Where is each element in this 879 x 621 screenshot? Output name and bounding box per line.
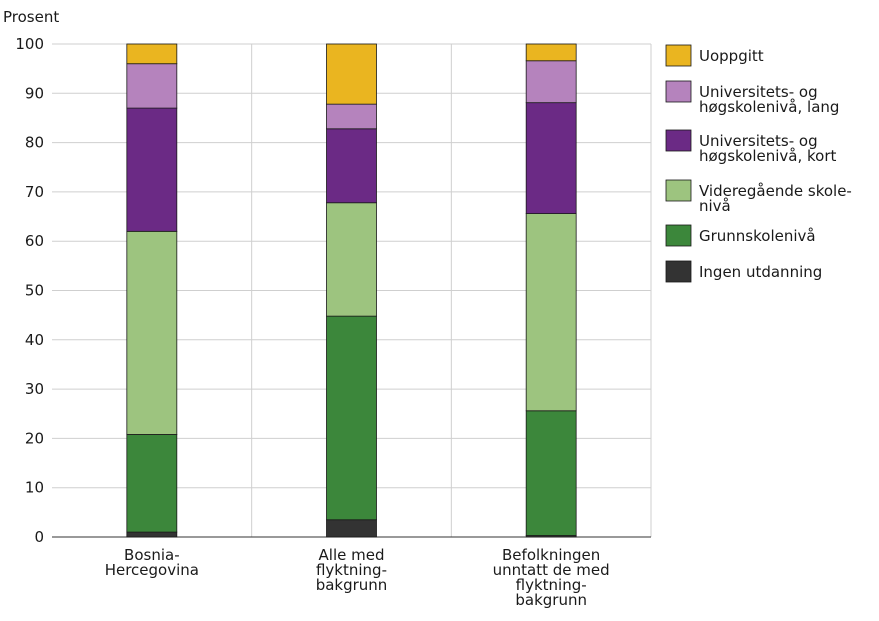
legend-label: Uoppgitt <box>699 47 764 65</box>
bar-segment <box>525 213 577 412</box>
legend-label: Videregående skole-nivå <box>699 182 852 215</box>
legend-label: Universitets- og høgskolenivå, kort <box>699 132 837 165</box>
bar-segment <box>126 230 178 435</box>
bar-segment <box>326 202 377 317</box>
x-category-label: Befolkningen unntatt de med flyktning-bakg… <box>493 546 610 609</box>
x-category-label: Alle med flyktning-bakgrunn <box>316 546 388 594</box>
bar-segment <box>326 315 377 521</box>
legend-label: Universitets- og høgskolenivå, lang <box>699 83 839 116</box>
y-tick-label: 20 <box>25 429 44 447</box>
bar-segment <box>126 531 178 538</box>
bars <box>126 43 577 538</box>
x-tick-labels: Bosnia-Hercegovina Alle med flyktning-bakg… <box>105 546 610 609</box>
legend-label: Grunnskolenivå <box>699 227 816 245</box>
y-tick-label: 50 <box>25 282 44 300</box>
bar-segment <box>525 410 577 536</box>
y-tick-label: 40 <box>25 331 44 349</box>
y-tick-label: 30 <box>25 380 44 398</box>
legend-swatch <box>665 80 692 103</box>
bar-segment <box>525 102 577 214</box>
legend: Uoppgitt Universitets- og høgskolenivå, la… <box>665 44 852 283</box>
y-tick-label: 100 <box>15 35 44 53</box>
bar-segment <box>126 434 178 533</box>
bar-segment <box>326 103 377 130</box>
bar-segment <box>126 43 178 65</box>
y-tick-label: 10 <box>25 479 44 497</box>
y-tick-label: 90 <box>25 84 44 102</box>
y-tick-label: 0 <box>34 528 44 546</box>
legend-label: Ingen utdanning <box>699 263 822 281</box>
bar-segment <box>126 107 178 232</box>
legend-swatch <box>665 260 692 283</box>
legend-swatch <box>665 44 692 67</box>
legend-swatch <box>665 179 692 202</box>
y-tick-label: 60 <box>25 232 44 250</box>
bar-segment <box>126 63 178 109</box>
bar-segment <box>326 43 377 105</box>
bar-segment <box>326 519 377 538</box>
y-axis-title: Prosent <box>3 8 59 26</box>
y-tick-labels: 0 10 20 30 40 50 60 70 80 90 100 <box>15 35 44 546</box>
legend-swatch <box>665 224 692 247</box>
y-tick-label: 80 <box>25 134 44 152</box>
bar-segment <box>326 128 377 204</box>
bar-segment <box>525 43 577 62</box>
y-tick-label: 70 <box>25 183 44 201</box>
x-category-label: Bosnia-Hercegovina <box>105 546 199 579</box>
bar-segment <box>525 60 577 104</box>
legend-swatch <box>665 129 692 152</box>
